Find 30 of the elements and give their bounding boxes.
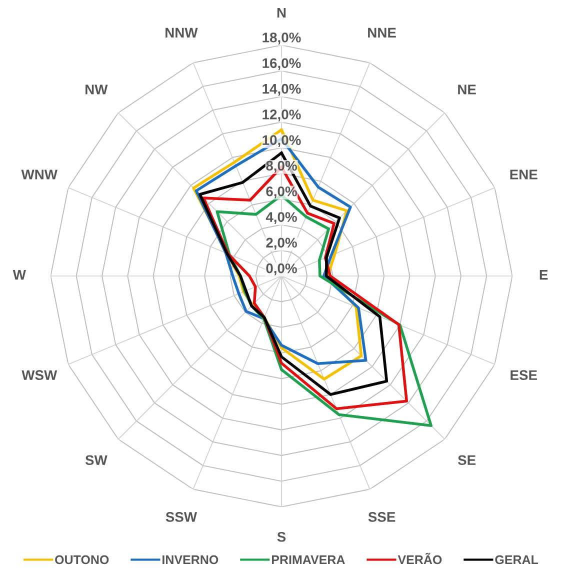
spoke-label: W xyxy=(12,270,26,280)
y-tick-label: 6,0% xyxy=(266,186,297,198)
spoke-label: WSW xyxy=(22,370,58,380)
spoke-label: SE xyxy=(458,455,476,466)
spoke-label: NNW xyxy=(166,28,198,38)
legend-label: PRIMAVERA xyxy=(272,555,345,564)
spoke-label: NW xyxy=(86,84,108,94)
legend-label: OUTONO xyxy=(55,555,109,564)
legend-label: GERAL xyxy=(495,555,538,564)
y-tick-label: 10,0% xyxy=(262,135,301,148)
y-tick-label: 0,0% xyxy=(266,263,297,276)
spoke-label: SSE xyxy=(368,512,396,522)
spoke-label: S xyxy=(277,532,286,542)
y-tick-label: 4,0% xyxy=(266,212,297,224)
y-tick-label: 14,0% xyxy=(262,84,301,96)
spoke-label: SW xyxy=(85,455,108,466)
spoke-label: N xyxy=(277,8,286,18)
spoke-label: WNW xyxy=(21,170,58,180)
y-tick-label: 16,0% xyxy=(262,58,301,70)
spoke-label: ESE xyxy=(510,370,537,380)
y-tick-label: 2,0% xyxy=(266,238,297,250)
spoke-label: NNE xyxy=(368,28,396,38)
y-tick-label: 18,0% xyxy=(262,32,301,44)
legend-label: VERÃO xyxy=(398,552,442,564)
spoke-label: E xyxy=(540,270,548,280)
y-tick-label: 12,0% xyxy=(262,110,301,122)
spoke-label: ENE xyxy=(510,170,538,180)
spoke-label: SSW xyxy=(166,512,198,522)
spoke-label: NE xyxy=(458,84,476,94)
legend-label: INVERNO xyxy=(162,555,218,564)
